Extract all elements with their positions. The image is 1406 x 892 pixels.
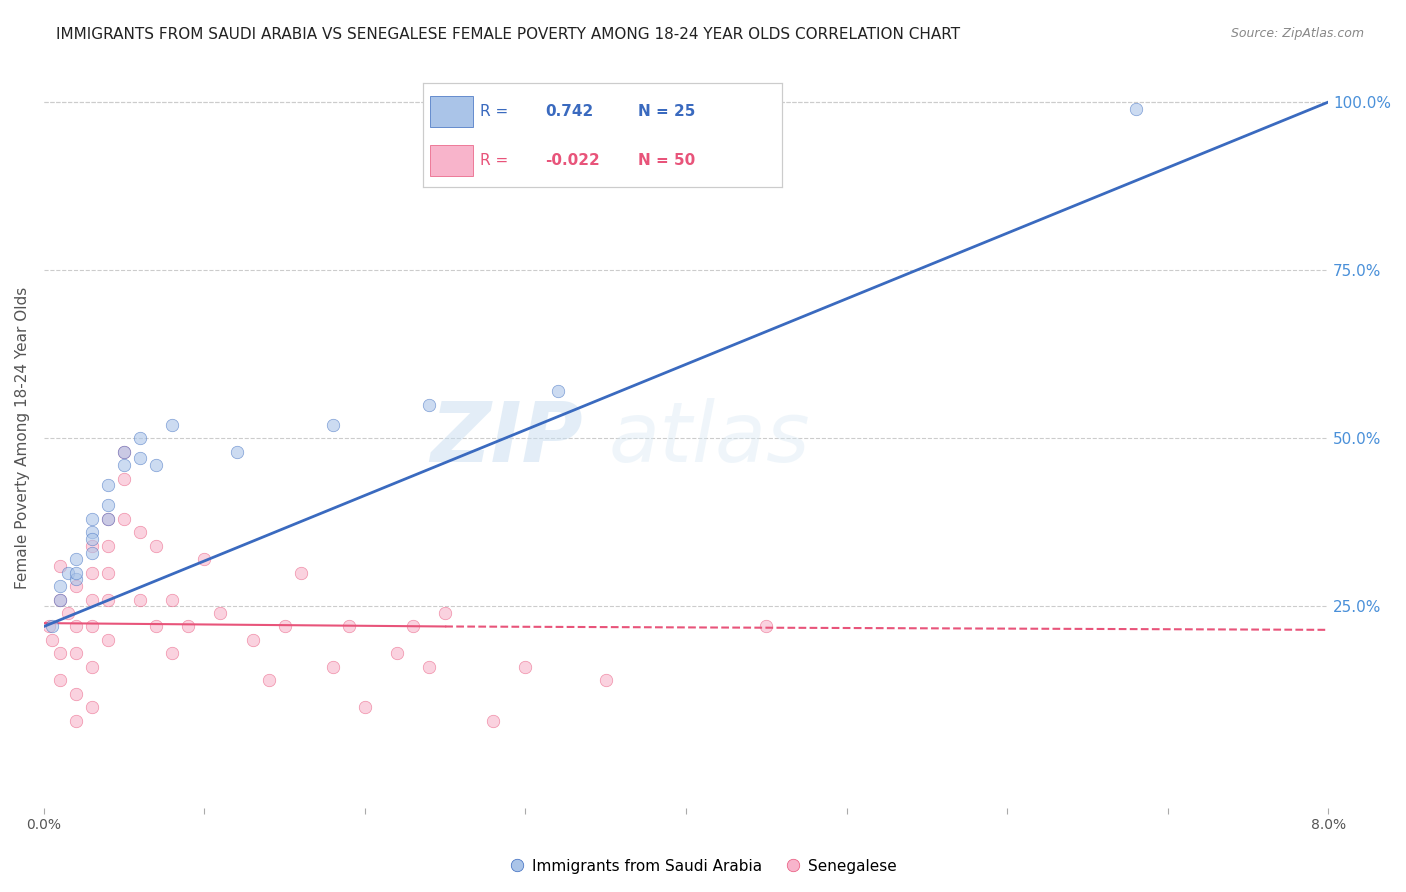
Text: IMMIGRANTS FROM SAUDI ARABIA VS SENEGALESE FEMALE POVERTY AMONG 18-24 YEAR OLDS : IMMIGRANTS FROM SAUDI ARABIA VS SENEGALE…: [56, 27, 960, 42]
Point: [49, 559, 72, 574]
Point: [129, 451, 152, 466]
Point: [482, 714, 505, 728]
Point: [49, 646, 72, 660]
Point: [145, 619, 167, 633]
Point: [80, 512, 103, 526]
Point: [337, 619, 360, 633]
Point: [65, 552, 87, 566]
Point: [112, 472, 135, 486]
Point: [257, 673, 280, 688]
Point: [80, 619, 103, 633]
Point: [80, 660, 103, 674]
Point: [49, 673, 72, 688]
Point: [65, 646, 87, 660]
Point: [56, 566, 79, 580]
Point: [112, 444, 135, 458]
Point: [225, 444, 247, 458]
Point: [1125, 102, 1147, 116]
Point: [41, 619, 63, 633]
Point: [112, 458, 135, 472]
Point: [97, 566, 120, 580]
Point: [80, 545, 103, 559]
Point: [112, 444, 135, 458]
Point: [97, 478, 120, 492]
Point: [145, 539, 167, 553]
Point: [38, 619, 60, 633]
Point: [49, 592, 72, 607]
Point: [209, 606, 232, 620]
Point: [97, 539, 120, 553]
Point: [162, 417, 184, 432]
Y-axis label: Female Poverty Among 18-24 Year Olds: Female Poverty Among 18-24 Year Olds: [15, 287, 30, 590]
Point: [80, 592, 103, 607]
Point: [65, 579, 87, 593]
Point: [41, 632, 63, 647]
Point: [162, 592, 184, 607]
Point: [56, 606, 79, 620]
Point: [273, 619, 295, 633]
Point: [434, 606, 457, 620]
Point: [80, 539, 103, 553]
Point: [547, 384, 569, 399]
Text: atlas: atlas: [609, 398, 811, 479]
Point: [97, 592, 120, 607]
Point: [65, 566, 87, 580]
Legend: Immigrants from Saudi Arabia, Senegalese: Immigrants from Saudi Arabia, Senegalese: [503, 853, 903, 880]
Point: [322, 417, 344, 432]
Point: [354, 700, 377, 714]
Point: [65, 573, 87, 587]
Point: [97, 512, 120, 526]
Point: [129, 525, 152, 540]
Point: [97, 632, 120, 647]
Point: [595, 673, 617, 688]
Point: [65, 687, 87, 701]
Point: [129, 431, 152, 445]
Point: [418, 660, 440, 674]
Text: ZIP: ZIP: [430, 398, 583, 479]
Point: [112, 512, 135, 526]
Point: [65, 619, 87, 633]
Point: [290, 566, 312, 580]
Point: [418, 398, 440, 412]
Point: [322, 660, 344, 674]
Point: [97, 499, 120, 513]
Point: [65, 714, 87, 728]
Point: [402, 619, 425, 633]
Point: [515, 660, 537, 674]
Text: Source: ZipAtlas.com: Source: ZipAtlas.com: [1230, 27, 1364, 40]
Point: [162, 646, 184, 660]
Point: [80, 532, 103, 546]
Point: [193, 552, 215, 566]
Point: [242, 632, 264, 647]
Point: [97, 512, 120, 526]
Point: [80, 700, 103, 714]
Point: [49, 579, 72, 593]
Point: [145, 458, 167, 472]
Point: [385, 646, 408, 660]
Point: [49, 592, 72, 607]
Point: [80, 525, 103, 540]
Point: [129, 592, 152, 607]
Point: [177, 619, 200, 633]
Point: [755, 619, 778, 633]
Point: [80, 566, 103, 580]
